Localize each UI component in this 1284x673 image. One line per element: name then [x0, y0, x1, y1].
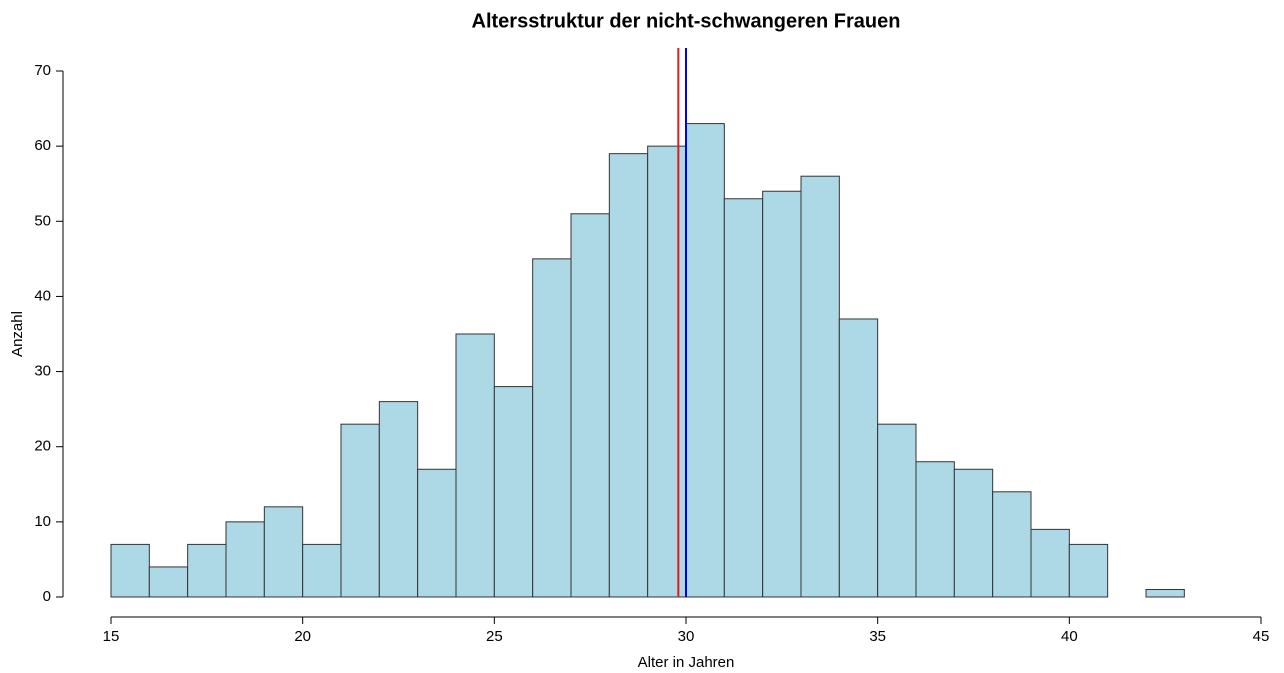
bar	[762, 190, 802, 598]
chart-title: Altersstruktur der nicht-schwangeren Fra…	[472, 10, 901, 32]
bar	[953, 468, 994, 598]
bar	[647, 145, 687, 598]
bar	[148, 566, 189, 598]
bar	[417, 468, 457, 598]
x-tick-label: 30	[678, 628, 695, 645]
y-tick-label: 50	[34, 212, 51, 229]
bar	[455, 333, 495, 598]
x-tick-label: 35	[869, 628, 886, 645]
x-tick-label: 25	[486, 628, 503, 645]
y-tick-label: 0	[43, 588, 51, 605]
bar	[225, 521, 265, 598]
bar	[1145, 588, 1185, 598]
y-axis-label: Anzahl	[9, 311, 26, 357]
bar	[1068, 543, 1109, 598]
bar	[838, 318, 879, 598]
y-tick-label: 70	[34, 62, 51, 79]
y-tick-label: 30	[34, 363, 51, 380]
x-tick-label: 15	[103, 628, 120, 645]
y-tick-label: 40	[34, 287, 51, 304]
bar	[570, 213, 610, 598]
bar	[915, 461, 955, 598]
y-tick-label: 10	[34, 513, 51, 530]
bar	[493, 386, 534, 598]
bar	[1030, 528, 1070, 598]
bar	[378, 401, 419, 598]
bar	[608, 153, 649, 598]
bar	[723, 198, 764, 598]
x-axis-label: Alter in Jahren	[638, 654, 735, 671]
bar	[263, 506, 304, 598]
bar	[685, 123, 725, 598]
x-tick-label: 45	[1253, 628, 1270, 645]
x-tick-label: 40	[1061, 628, 1078, 645]
x-tick-label: 20	[294, 628, 311, 645]
bar	[110, 543, 150, 598]
y-tick-label: 60	[34, 137, 51, 154]
bar	[877, 423, 917, 598]
y-tick-label: 20	[34, 438, 51, 455]
bar	[340, 423, 380, 598]
bar	[302, 543, 342, 598]
bar	[992, 491, 1032, 598]
bar	[800, 175, 840, 598]
bar	[187, 543, 227, 598]
bar	[532, 258, 572, 598]
